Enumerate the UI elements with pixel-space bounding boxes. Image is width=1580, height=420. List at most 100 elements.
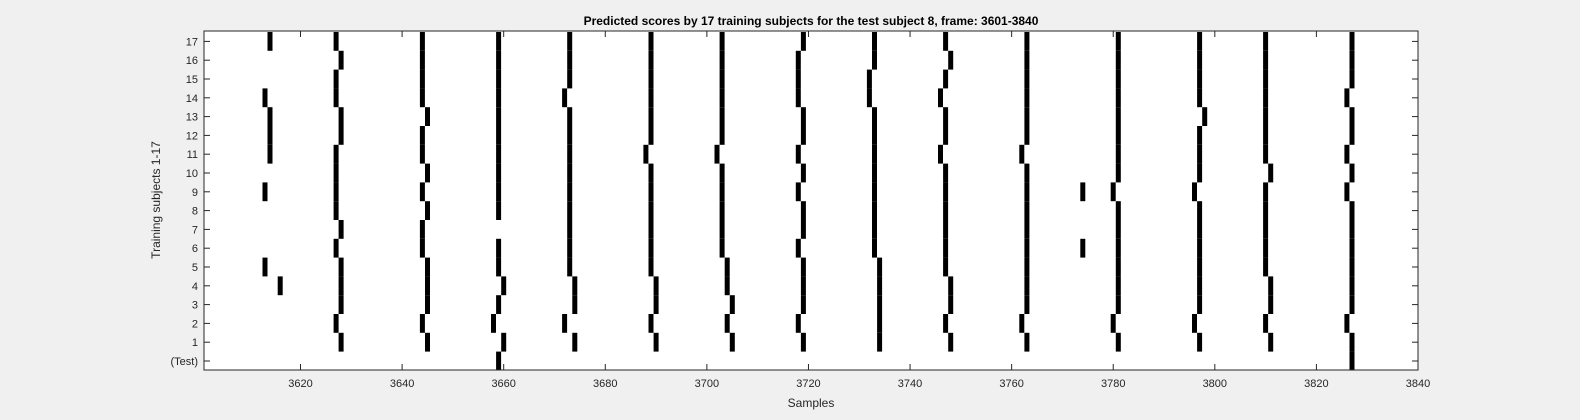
score-mark bbox=[1115, 332, 1121, 352]
score-mark bbox=[496, 201, 502, 220]
score-mark bbox=[800, 220, 806, 239]
score-mark bbox=[1080, 238, 1086, 258]
x-tick-label: 3720 bbox=[796, 378, 820, 390]
score-mark bbox=[719, 69, 725, 89]
score-mark bbox=[943, 107, 949, 126]
score-mark bbox=[872, 107, 877, 126]
score-mark bbox=[267, 144, 273, 164]
score-mark bbox=[567, 50, 573, 70]
score-mark bbox=[1263, 182, 1269, 202]
score-mark bbox=[1024, 107, 1030, 126]
score-mark bbox=[943, 126, 949, 145]
score-mark bbox=[872, 201, 877, 220]
chart-title: Predicted scores by 17 training subjects… bbox=[584, 14, 1039, 28]
score-mark bbox=[338, 295, 344, 314]
score-mark bbox=[795, 144, 801, 164]
score-mark bbox=[496, 295, 502, 314]
score-mark bbox=[425, 276, 430, 296]
y-tick-label: 9 bbox=[192, 187, 198, 199]
score-mark bbox=[1115, 295, 1121, 314]
score-mark bbox=[653, 332, 659, 352]
score-mark bbox=[724, 257, 730, 277]
score-mark bbox=[1197, 50, 1203, 70]
score-mark bbox=[419, 69, 425, 89]
y-tick-label: 16 bbox=[186, 55, 198, 67]
plot-area bbox=[204, 31, 1418, 370]
score-mark bbox=[948, 50, 954, 70]
score-mark bbox=[1263, 201, 1269, 220]
score-mark bbox=[800, 295, 806, 314]
score-mark bbox=[724, 276, 730, 296]
score-mark bbox=[496, 69, 502, 89]
score-mark bbox=[1349, 163, 1355, 183]
score-mark bbox=[800, 32, 806, 51]
y-tick-label: 3 bbox=[192, 300, 198, 312]
score-mark bbox=[648, 314, 654, 333]
score-mark bbox=[1115, 126, 1121, 145]
score-mark bbox=[338, 332, 344, 352]
score-mark bbox=[1115, 257, 1121, 277]
score-mark bbox=[877, 314, 883, 333]
score-mark bbox=[572, 332, 578, 352]
score-mark bbox=[1344, 314, 1350, 333]
score-mark bbox=[648, 126, 654, 145]
score-mark bbox=[943, 257, 949, 277]
score-mark bbox=[1080, 182, 1086, 202]
score-mark bbox=[496, 182, 502, 202]
score-mark bbox=[795, 88, 801, 108]
score-mark bbox=[719, 238, 725, 258]
score-mark bbox=[877, 295, 883, 314]
score-mark bbox=[338, 257, 344, 277]
score-mark bbox=[567, 220, 573, 239]
score-mark bbox=[729, 332, 735, 352]
score-mark bbox=[866, 69, 872, 89]
score-mark bbox=[1202, 107, 1208, 126]
score-mark bbox=[567, 163, 573, 183]
score-mark bbox=[648, 182, 654, 202]
score-mark bbox=[943, 314, 949, 333]
axes-box bbox=[203, 30, 1419, 371]
score-mark bbox=[872, 126, 877, 145]
y-tick-label: 10 bbox=[186, 168, 198, 180]
y-tick-label: 6 bbox=[192, 243, 198, 255]
score-mark bbox=[1115, 50, 1121, 70]
score-mark bbox=[338, 276, 344, 296]
score-mark bbox=[872, 144, 877, 164]
score-mark bbox=[1197, 126, 1203, 145]
score-mark bbox=[338, 107, 344, 126]
y-tick-label: 14 bbox=[186, 93, 198, 105]
score-mark bbox=[872, 32, 877, 51]
score-mark bbox=[267, 107, 273, 126]
score-mark bbox=[1024, 295, 1030, 314]
score-mark bbox=[501, 276, 507, 296]
score-mark bbox=[1344, 88, 1350, 108]
score-mark bbox=[1197, 201, 1203, 220]
score-mark bbox=[501, 332, 507, 352]
score-mark bbox=[496, 88, 502, 108]
score-mark bbox=[800, 107, 806, 126]
score-mark bbox=[572, 276, 578, 296]
score-mark bbox=[1197, 276, 1203, 296]
score-mark bbox=[866, 88, 872, 108]
y-tick-label: 15 bbox=[186, 74, 198, 86]
score-mark bbox=[719, 50, 725, 70]
score-mark bbox=[496, 144, 502, 164]
score-mark bbox=[1197, 257, 1203, 277]
score-mark bbox=[491, 314, 496, 333]
score-mark bbox=[1024, 126, 1030, 145]
score-mark bbox=[1344, 182, 1350, 202]
score-mark bbox=[1024, 276, 1030, 296]
score-mark bbox=[1024, 50, 1030, 70]
score-mark bbox=[653, 276, 659, 296]
score-mark bbox=[1110, 182, 1116, 202]
score-mark bbox=[1263, 32, 1269, 51]
score-mark bbox=[1349, 201, 1355, 220]
x-tick-label: 3620 bbox=[288, 378, 312, 390]
score-mark bbox=[425, 163, 430, 183]
score-mark bbox=[1019, 144, 1025, 164]
score-mark bbox=[333, 201, 339, 220]
score-mark bbox=[1024, 182, 1030, 202]
score-mark bbox=[425, 257, 430, 277]
y-tick-label: 4 bbox=[192, 281, 198, 293]
